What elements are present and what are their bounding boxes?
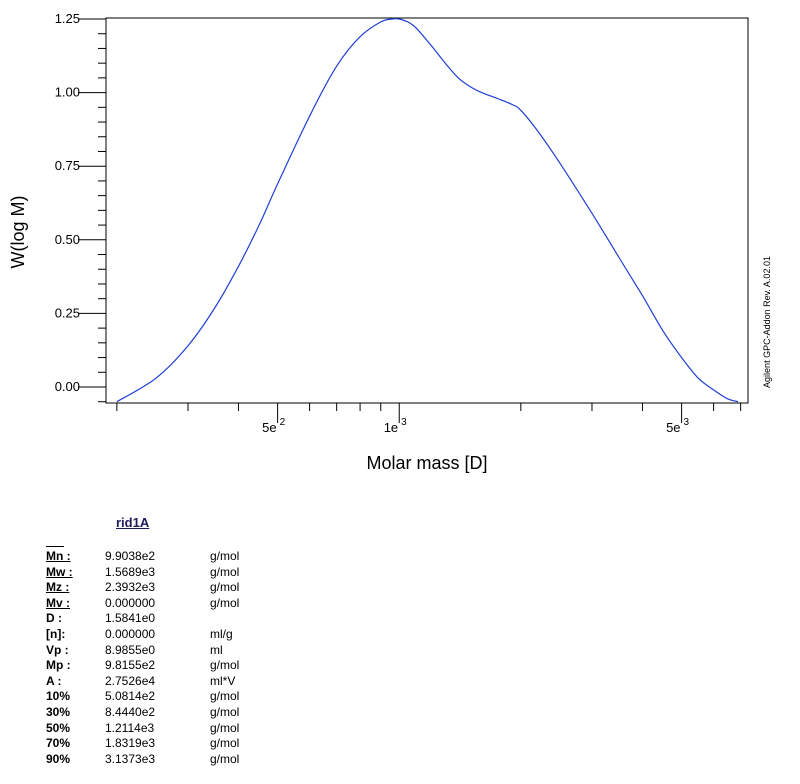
stat-unit: g/mol [210, 580, 240, 595]
sample-name: rid1A [116, 515, 150, 530]
software-version-note: Agilent GPC-Addon Rev. A.02.01 [762, 256, 772, 388]
stat-unit: g/mol [210, 704, 240, 719]
stat-unit: g/mol [210, 658, 240, 673]
stat-unit: g/mol [210, 720, 240, 735]
stat-label: 90% [46, 751, 71, 766]
stat-label: 70% [46, 736, 71, 751]
x-axis-title: Molar mass [D] [366, 453, 487, 473]
stat-label: 10% [46, 689, 71, 704]
y-tick-label: 0.25 [55, 305, 80, 320]
stat-value: 1.8319e3 [105, 736, 156, 751]
stat-value: 2.3932e3 [105, 580, 156, 595]
x-tick-label: 5e 3 [666, 417, 689, 435]
stat-value: 5.0814e2 [105, 689, 156, 704]
stat-label: D : [46, 611, 62, 626]
stat-unit: g/mol [210, 564, 240, 579]
stat-unit: g/mol [210, 549, 240, 563]
stat-value: 1.5689e3 [105, 564, 156, 579]
stat-label: Mv : [46, 595, 70, 610]
stat-value: 0.000000 [105, 626, 156, 641]
stat-value: 3.1373e3 [105, 751, 156, 766]
y-tick-label: 0.75 [55, 158, 80, 173]
stat-label: Mz : [46, 580, 70, 595]
stat-value: 9.8155e2 [105, 658, 156, 673]
x-tick-label: 5e 2 [262, 417, 285, 435]
distribution-curve [116, 18, 739, 403]
stat-value: 8.4440e2 [105, 704, 156, 719]
stat-value: 1.5841e0 [105, 611, 156, 626]
stat-label: 50% [46, 720, 71, 735]
stat-unit: g/mol [210, 689, 240, 704]
stat-label: Mw : [46, 564, 73, 579]
x-tick-label: 1e 3 [384, 417, 407, 435]
stat-label: Mn : [46, 549, 71, 563]
stat-label: Mp : [46, 658, 71, 673]
plot-frame [105, 17, 749, 404]
stat-unit: ml/g [210, 626, 233, 641]
stat-label: A : [46, 673, 62, 688]
stat-label: [n]: [46, 626, 66, 641]
y-tick-label: 0.50 [55, 232, 80, 247]
stat-value: 8.9855e0 [105, 642, 156, 657]
molar-mass-distribution-chart: 0.00 0.25 0.50 0.75 1.00 1.25 5e 2 1e 3 5e 3 W(log… [8, 11, 772, 473]
stat-label: 30% [46, 704, 71, 719]
stat-unit: ml [210, 642, 223, 657]
y-tick-label: 1.00 [55, 85, 80, 100]
stat-value: 2.7526e4 [105, 673, 156, 688]
stat-value: 1.2114e3 [105, 720, 155, 735]
stat-label: Vp : [46, 642, 69, 657]
y-axis: 0.00 0.25 0.50 0.75 1.00 1.25 [55, 11, 106, 403]
y-tick-label: 0.00 [55, 379, 80, 394]
x-axis: 5e 2 1e 3 5e 3 [116, 403, 742, 435]
y-tick-label: 1.25 [55, 11, 80, 26]
stats-top-rule [46, 546, 64, 547]
stat-value: 9.9038e2 [105, 549, 156, 563]
y-axis-title: W(log M) [8, 196, 28, 269]
stat-unit: g/mol [210, 751, 240, 766]
stat-unit: g/mol [210, 595, 240, 610]
stat-value: 0.000000 [105, 595, 156, 610]
stat-unit: g/mol [210, 736, 240, 751]
stat-unit: ml*V [210, 673, 236, 688]
